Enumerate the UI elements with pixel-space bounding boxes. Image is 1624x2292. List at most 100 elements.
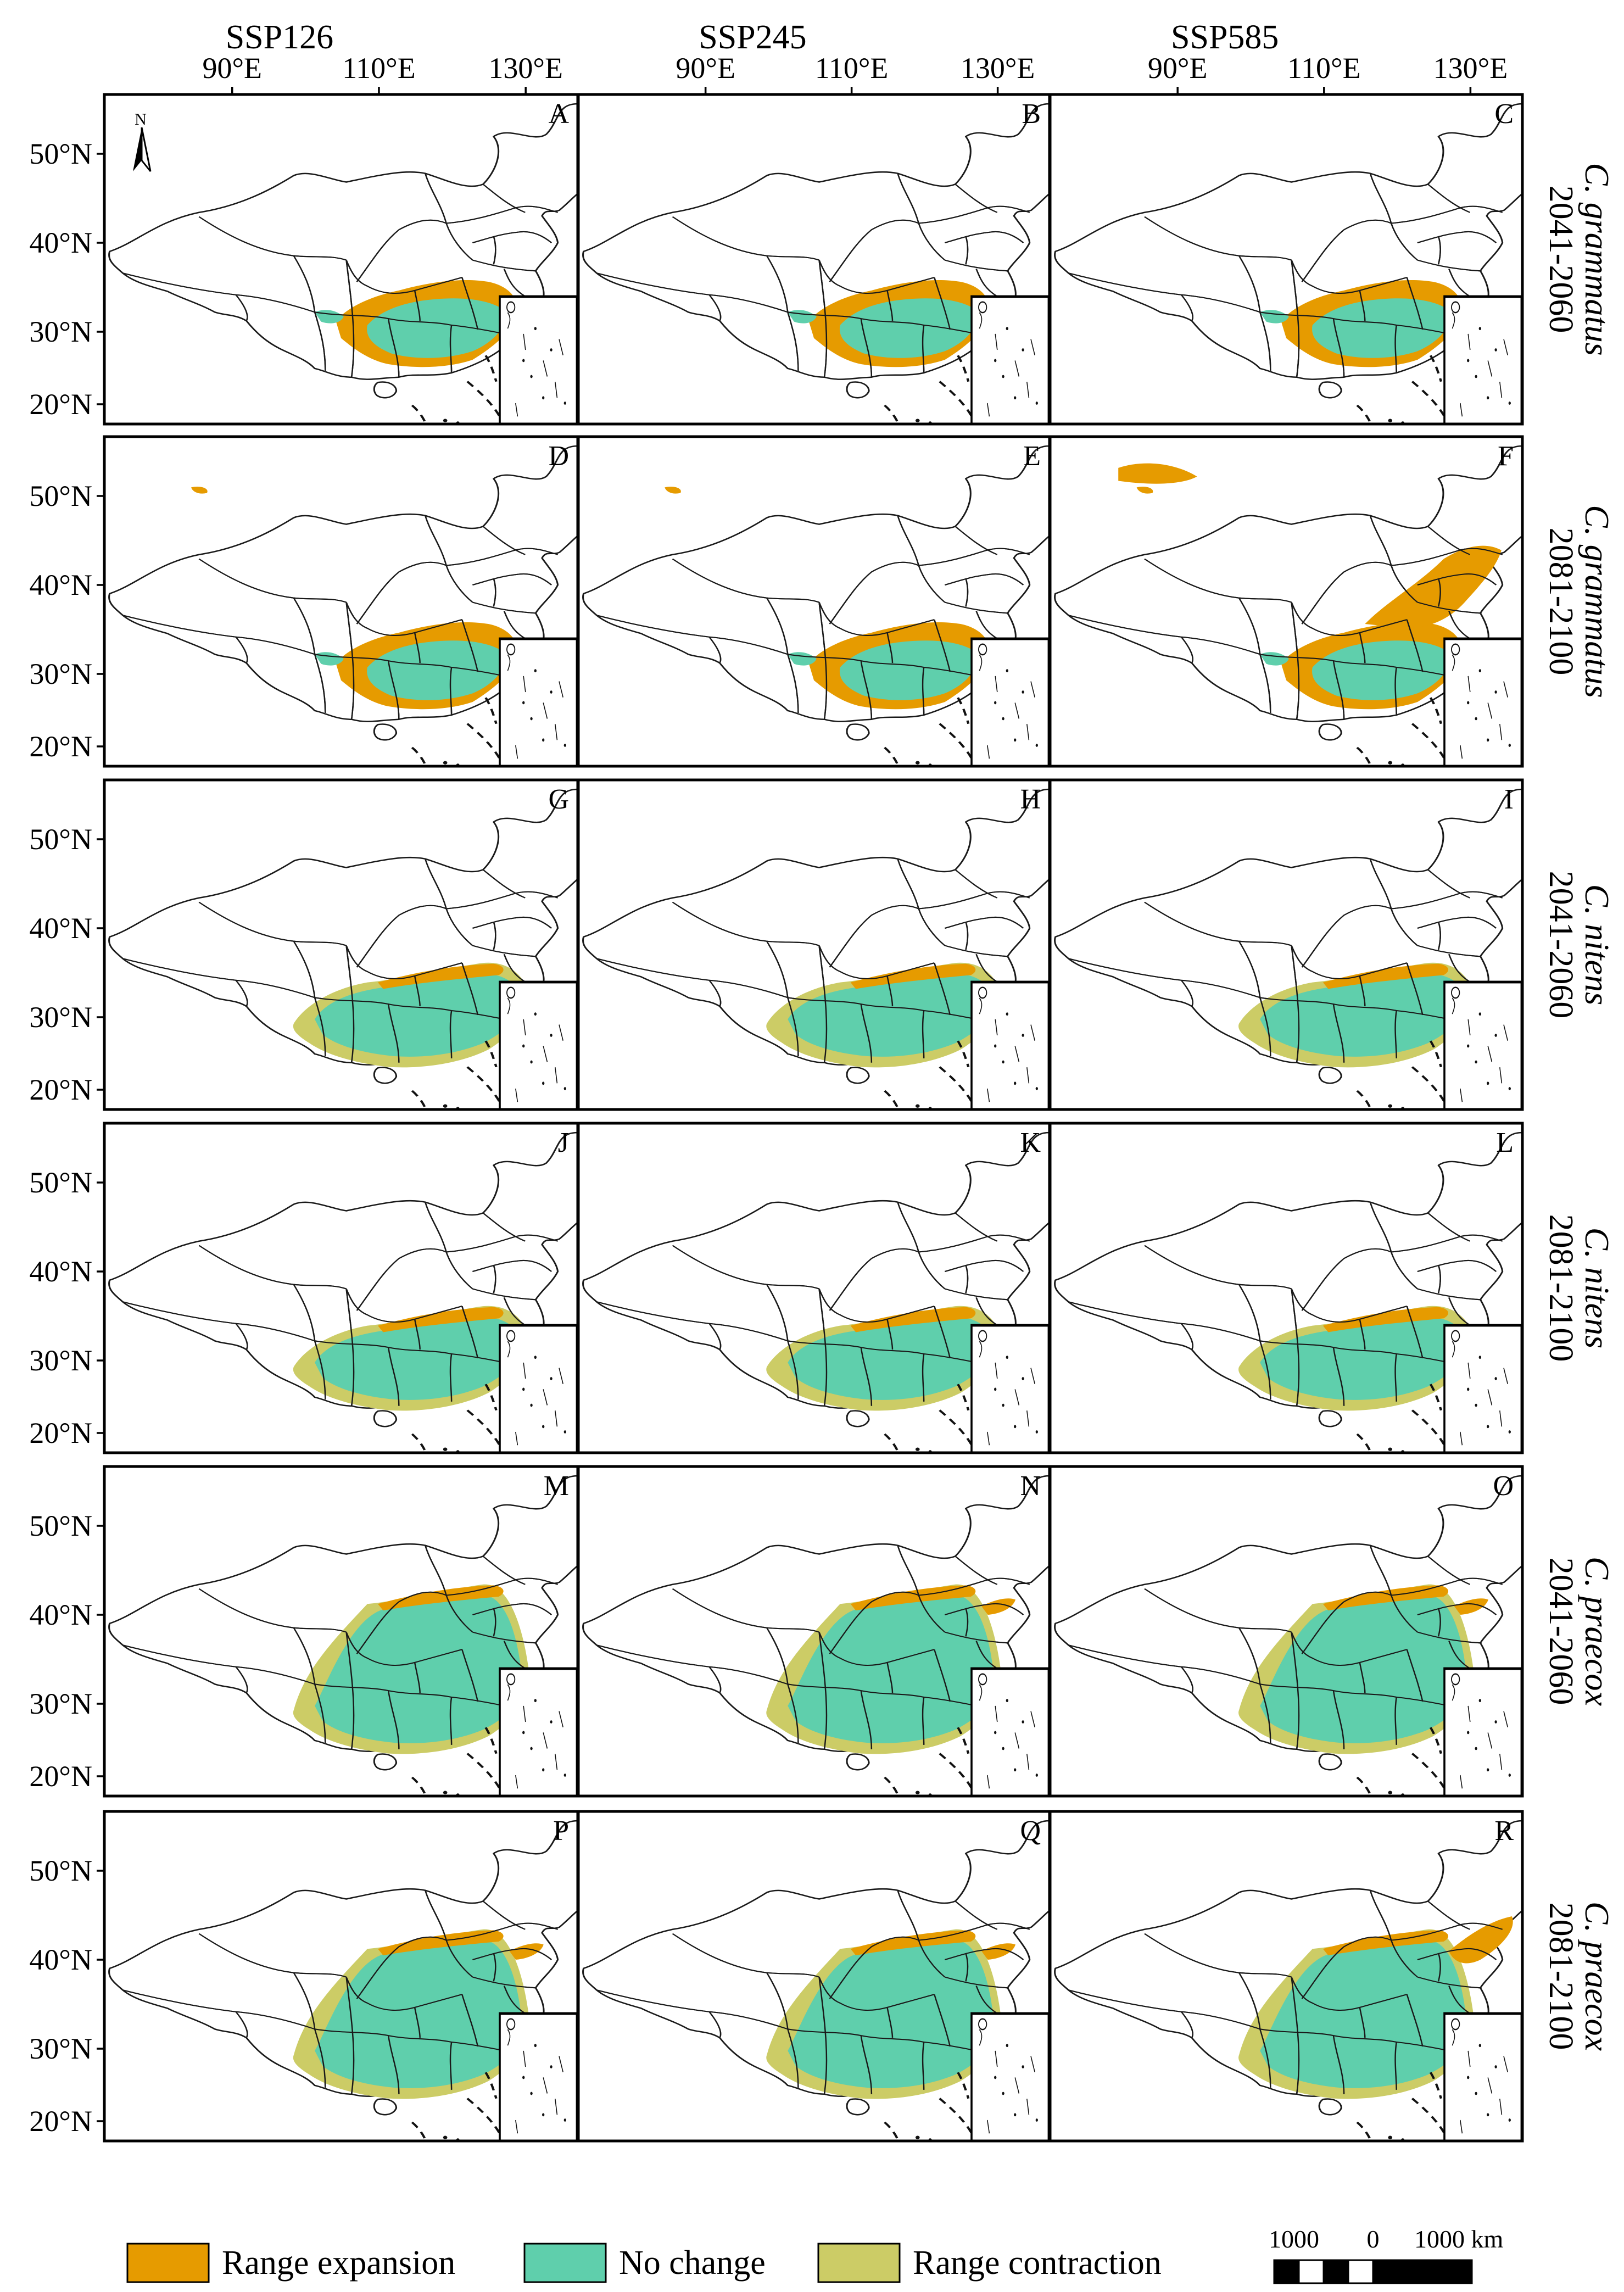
lat-tick-label: 20°N (29, 2105, 92, 2138)
south-china-sea-inset (1444, 2014, 1521, 2142)
no-change-area (839, 640, 978, 700)
south-china-sea-inset (500, 639, 577, 767)
south-china-sea-inset (972, 639, 1048, 767)
row-species-label: C. nitens (1578, 1228, 1615, 1348)
no-change-area (367, 640, 505, 700)
range-expansion-area (981, 1598, 1016, 1615)
row-period-label: 2081-2100 (1542, 1214, 1580, 1362)
map-panel: H (577, 778, 1051, 1111)
lat-tick-label: 30°N (29, 657, 92, 690)
lat-tick-label: 50°N (29, 823, 92, 856)
map-panel: R (1048, 1810, 1524, 2146)
map-panel: D (103, 435, 579, 768)
lat-tick-label: 50°N (29, 1166, 92, 1199)
scenario-label-ssp245: SSP245 (699, 19, 806, 56)
map-panel: J (103, 1122, 579, 1454)
scale-bar-segment (1372, 2259, 1473, 2284)
china-map (108, 1475, 578, 1801)
panel-frame (1048, 93, 1524, 426)
panel-letter: A (548, 98, 569, 130)
panel-letter: G (548, 784, 569, 815)
range-expansion-area (378, 1307, 504, 1332)
map-panel: Q (577, 1810, 1051, 2143)
lat-tick-label: 20°N (29, 1417, 92, 1449)
map-panel: N (577, 1465, 1051, 1798)
lon-tick-label: 110°E (342, 52, 416, 85)
china-map (1053, 445, 1522, 771)
lat-tick-label: 40°N (29, 568, 92, 601)
china-map (582, 1131, 1050, 1458)
lat-tick-label: 30°N (29, 1687, 92, 1720)
legend-swatch (817, 2243, 901, 2283)
south-china-sea-inset (500, 2014, 577, 2142)
panel-letter: O (1493, 1470, 1514, 1502)
row-period-label: 2081-2100 (1542, 528, 1580, 676)
south-china-sea-inset (1444, 297, 1521, 425)
panel-letter: N (1020, 1470, 1041, 1502)
range-expansion-area (981, 1943, 1016, 1960)
lon-tick-label: 90°E (1148, 52, 1208, 85)
legend-item: Range contraction (817, 2243, 1162, 2283)
panel-letter: B (1022, 98, 1041, 130)
map-panel: O (1048, 1465, 1524, 1801)
lon-tick-label: 130°E (488, 52, 563, 85)
range-expansion-area (191, 487, 208, 494)
no-change-area (788, 1317, 995, 1400)
legend-label: Range contraction (913, 2244, 1162, 2282)
south-china-sea-inset (972, 2014, 1048, 2142)
scale-bar-segment (1322, 2259, 1349, 2284)
no-change-area (315, 1317, 523, 1400)
lon-tick-label: 90°E (202, 52, 262, 85)
no-change-area (315, 973, 523, 1057)
panel-letter: H (1020, 784, 1041, 815)
scale-bar-segment (1347, 2259, 1374, 2284)
scenario-label-ssp126: SSP126 (226, 19, 333, 56)
china-map (1053, 103, 1522, 429)
china-map (108, 1820, 578, 2146)
range-expansion-area (1365, 545, 1502, 628)
map-panel: G (103, 778, 579, 1111)
scale-bar-segment (1298, 2259, 1325, 2284)
panel-letter: Q (1020, 1815, 1041, 1847)
range-expansion-area (509, 1943, 544, 1960)
no-change-area (1260, 1317, 1467, 1400)
legend-item: Range expansion (126, 2243, 455, 2283)
panel-frame (1048, 778, 1524, 1111)
legend-label: No change (619, 2244, 766, 2282)
range-expansion-area (1322, 963, 1449, 989)
lat-tick-label: 40°N (29, 1255, 92, 1288)
map-panel: B (577, 93, 1051, 426)
panel-frame (1048, 1122, 1524, 1454)
no-change-area (367, 298, 505, 358)
map-panel: L (1048, 1122, 1524, 1454)
no-change-area (1260, 1940, 1467, 2088)
lat-tick-label: 20°N (29, 1760, 92, 1793)
lon-tick-label: 90°E (676, 52, 735, 85)
lat-tick-label: 50°N (29, 137, 92, 170)
no-change-area (1260, 973, 1467, 1057)
panel-frame (1048, 435, 1524, 768)
no-change-area (788, 973, 995, 1057)
south-china-sea-inset (500, 297, 577, 425)
south-china-sea-inset (1444, 1669, 1521, 1797)
row-species-label: C. praecox (1578, 1557, 1615, 1707)
row-period-label: 2041-2060 (1542, 871, 1580, 1019)
row-period-label: 2081-2100 (1542, 1903, 1580, 2050)
no-change-area (1312, 298, 1450, 358)
map-panel: C (1048, 93, 1524, 429)
lat-tick-label: 50°N (29, 1509, 92, 1542)
china-map (1053, 1475, 1522, 1801)
lat-tick-label: 30°N (29, 1344, 92, 1377)
range-expansion-area (1454, 1598, 1488, 1615)
legend-swatch (126, 2243, 210, 2283)
panel-letter: K (1020, 1127, 1041, 1158)
china-map (1053, 1820, 1522, 2146)
